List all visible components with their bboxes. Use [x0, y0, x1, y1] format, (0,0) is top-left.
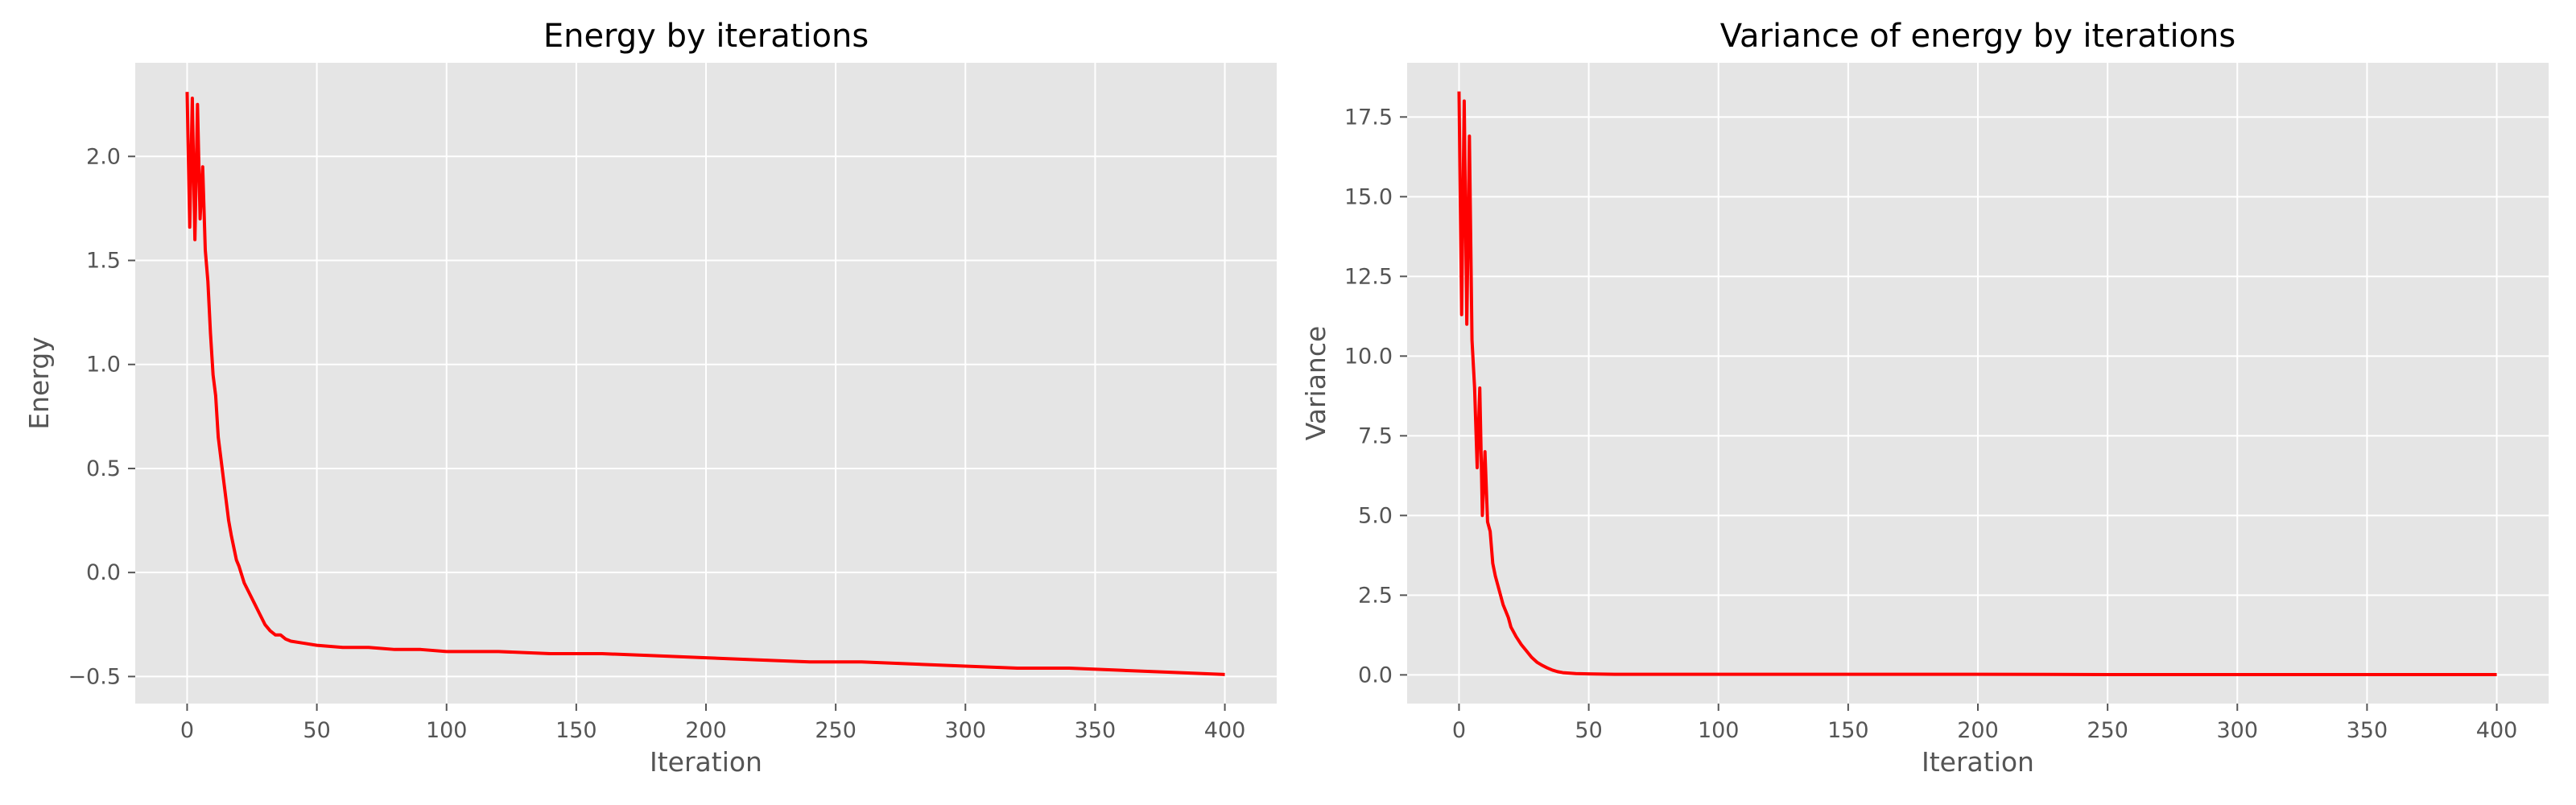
- variance-x-tick-label: 300: [2216, 718, 2258, 743]
- variance-y-tick-label: 15.0: [1344, 184, 1393, 209]
- variance-x-tick-label: 250: [2087, 718, 2128, 743]
- variance-y-axis-label: Variance: [1300, 326, 1331, 441]
- energy-series-group: [185, 92, 1225, 676]
- variance-series-line: [1457, 91, 2497, 676]
- energy-x-tick-label: 100: [426, 718, 468, 743]
- energy-x-tick-label: 150: [555, 718, 597, 743]
- variance-chart-title: Variance of energy by iterations: [1720, 18, 2235, 55]
- variance-x-tick-label: 100: [1698, 718, 1740, 743]
- variance-y-tick-label: 10.0: [1344, 344, 1393, 369]
- energy-chart: 0 50 100 150 200 250 300 350 400 −0.5 0.0 0.5 1.0 1.…: [23, 18, 1277, 778]
- variance-y-tick-label: 7.5: [1358, 423, 1393, 448]
- energy-y-tick-label: −0.5: [68, 664, 121, 689]
- variance-y-tick-label: 2.5: [1358, 583, 1393, 608]
- variance-series-group: [1457, 91, 2497, 676]
- variance-y-tick-label: 12.5: [1344, 264, 1393, 289]
- variance-x-ticks: 0 50 100 150 200 250 300 350 400: [1452, 704, 2517, 743]
- energy-x-tick-label: 300: [944, 718, 986, 743]
- variance-x-tick-label: 50: [1575, 718, 1602, 743]
- variance-x-tick-label: 150: [1827, 718, 1869, 743]
- variance-y-tick-label: 17.5: [1344, 105, 1393, 130]
- variance-y-ticks: 0.0 2.5 5.0 7.5 10.0 12.5 15.0 17.5: [1344, 105, 1407, 687]
- variance-x-axis-label: Iteration: [1922, 746, 2034, 778]
- variance-x-tick-label: 350: [2347, 718, 2388, 743]
- energy-y-axis-label: Energy: [23, 336, 55, 430]
- energy-y-ticks: −0.5 0.0 0.5 1.0 1.5 2.0: [68, 144, 135, 689]
- variance-x-tick-label: 0: [1452, 718, 1466, 743]
- energy-series-line: [185, 92, 1225, 676]
- energy-y-tick-label: 0.0: [86, 560, 121, 585]
- energy-x-tick-label: 400: [1204, 718, 1246, 743]
- variance-chart: 0 50 100 150 200 250 300 350 400 0.0 2.5 5.0 7.5 10.…: [1300, 18, 2549, 778]
- energy-x-axis-label: Iteration: [650, 746, 762, 778]
- variance-x-tick-label: 200: [1957, 718, 1999, 743]
- energy-y-tick-label: 1.5: [86, 249, 121, 274]
- energy-grid: [135, 63, 1277, 704]
- energy-y-tick-label: 1.0: [86, 353, 121, 378]
- energy-chart-title: Energy by iterations: [543, 18, 869, 55]
- variance-y-tick-label: 5.0: [1358, 503, 1393, 528]
- variance-x-tick-label: 400: [2476, 718, 2518, 743]
- variance-y-tick-label: 0.0: [1358, 663, 1393, 687]
- energy-x-tick-label: 350: [1075, 718, 1117, 743]
- energy-x-tick-label: 0: [180, 718, 194, 743]
- energy-x-ticks: 0 50 100 150 200 250 300 350 400: [180, 704, 1245, 743]
- energy-x-tick-label: 250: [815, 718, 857, 743]
- energy-x-tick-label: 200: [685, 718, 727, 743]
- energy-x-tick-label: 50: [303, 718, 330, 743]
- energy-y-tick-label: 2.0: [86, 144, 121, 169]
- energy-y-tick-label: 0.5: [86, 456, 121, 481]
